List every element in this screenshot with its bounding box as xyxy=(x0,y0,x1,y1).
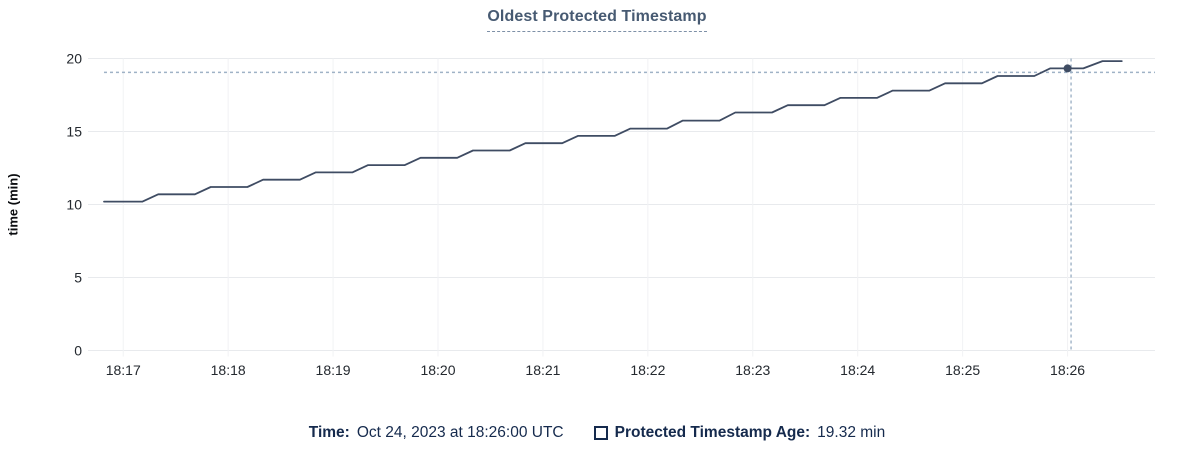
x-tick-label: 18:24 xyxy=(840,362,875,378)
y-tick-label: 15 xyxy=(66,124,82,140)
series-swatch-icon xyxy=(593,426,608,440)
x-tick-label: 18:18 xyxy=(211,362,246,378)
x-tick-label: 18:19 xyxy=(316,362,351,378)
y-tick-label: 20 xyxy=(66,51,82,67)
y-tick-label: 0 xyxy=(74,343,82,359)
chart-title[interactable]: Oldest Protected Timestamp xyxy=(487,8,707,32)
x-tick-label: 18:26 xyxy=(1050,362,1085,378)
x-tick-label: 18:25 xyxy=(945,362,980,378)
chart-hover-tooltip: Time: Oct 24, 2023 at 18:26:00 UTC Prote… xyxy=(0,424,1194,442)
y-tick-label: 10 xyxy=(66,197,82,213)
x-tick-label: 18:17 xyxy=(106,362,141,378)
x-tick-label: 18:21 xyxy=(525,362,560,378)
tooltip-series-label: Protected Timestamp Age: xyxy=(614,424,811,441)
highlighted-data-point xyxy=(1063,64,1072,73)
protected-timestamp-age-line xyxy=(103,60,1123,203)
tooltip-series-value: 19.32 min xyxy=(817,424,886,441)
y-axis-title: time (min) xyxy=(5,173,21,236)
x-tick-label: 18:20 xyxy=(420,362,455,378)
chart-title-row: Oldest Protected Timestamp xyxy=(0,8,1194,32)
y-tick-label: 5 xyxy=(74,270,82,286)
tooltip-time-label: Time: xyxy=(308,424,350,441)
x-tick-label: 18:22 xyxy=(630,362,665,378)
x-tick-label: 18:23 xyxy=(735,362,770,378)
tooltip-time-value: Oct 24, 2023 at 18:26:00 UTC xyxy=(356,424,564,441)
